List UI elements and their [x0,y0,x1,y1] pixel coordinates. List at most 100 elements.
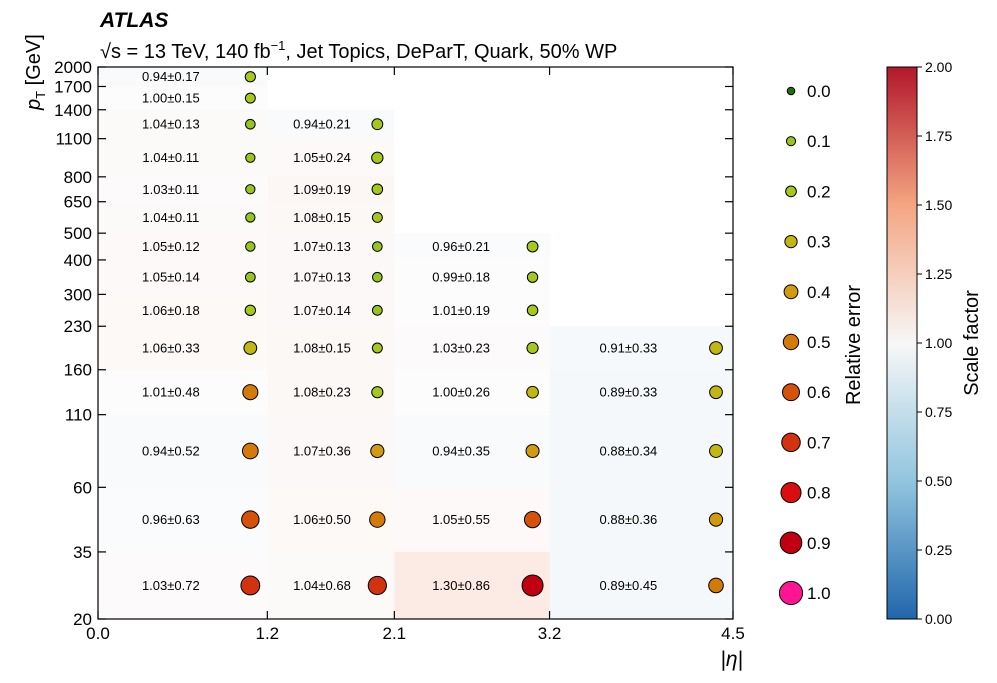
heatmap-cell: 0.94±0.21 [267,109,395,139]
size-legend-label: 0.6 [807,383,831,402]
y-tick-label: 2000 [54,58,92,77]
cell-fill [394,259,550,295]
heatmap-cell: 1.05±0.14 [98,259,268,295]
relative-error-marker [371,304,383,316]
y-axis-title-sub: T [33,91,48,99]
size-legend-entry: 0.1 [785,132,831,151]
y-tick-label: 400 [64,251,92,270]
relative-error-marker [371,183,384,196]
y-tick-label: 110 [65,406,92,425]
x-tick-label: 0.0 [86,624,110,643]
colorbar-tick-label: 1.75 [925,128,952,144]
heatmap-cell: 1.04±0.11 [98,201,268,234]
cell-fill [394,414,550,488]
relative-error-marker [245,184,256,195]
y-tick-label: 1100 [55,130,92,149]
cell-value-label: 1.04±0.13 [142,117,200,132]
cell-value-label: 1.07±0.14 [293,303,351,318]
colorbar-tick-label: 0.25 [925,542,952,558]
heatmap-cell: 1.01±0.19 [394,294,550,327]
relative-error-marker [244,304,257,317]
cell-value-label: 1.01±0.19 [432,303,490,318]
colorbar-tick-label: 0.50 [925,473,952,489]
heatmap-cell: 1.00±0.15 [98,86,268,110]
size-legend-marker [782,383,800,402]
heatmap-cell: 1.00±0.26 [394,369,550,415]
cell-value-label: 0.96±0.21 [432,239,490,254]
relative-error-marker [526,341,539,355]
heatmap-cell: 1.03±0.11 [98,176,268,202]
relative-error-marker [244,92,256,104]
size-legend-entry: 0.2 [785,182,831,201]
size-legend-marker [778,580,804,606]
heatmap-cell: 1.06±0.33 [98,326,268,370]
cell-value-label: 1.00±0.26 [432,385,490,400]
cell-value-label: 1.03±0.11 [142,182,199,197]
size-legend-marker [784,234,798,249]
x-tick-label: 3.2 [538,624,562,643]
size-legend-label: 0.7 [807,433,831,452]
relative-error-marker [370,443,385,459]
relative-error-marker [241,510,260,529]
size-legend-entry: 0.3 [784,233,831,252]
cell-value-label: 1.06±0.18 [142,303,200,318]
title-tail: , Jet Topics, DeParT, Quark, 50% WP [285,41,617,63]
cell-value-label: 1.03±0.72 [142,578,200,593]
heatmap-cell: 0.89±0.45 [549,551,733,619]
y-tick-label: 500 [64,224,92,243]
heatmap-cell: 1.06±0.50 [267,487,395,552]
cell-value-label: 0.88±0.34 [600,443,658,458]
relative-error-marker [245,241,256,252]
heatmap-cell: 1.30±0.86 [394,551,550,619]
y-tick-label: 60 [73,478,92,497]
heatmap-cell: 1.04±0.68 [267,551,395,619]
relative-error-marker [245,152,256,163]
size-legend-marker [785,185,797,198]
relative-error-marker [526,385,539,399]
cell-fill [549,326,733,370]
heatmap-cell: 1.01±0.48 [98,369,268,415]
size-legend: 0.0 0.1 0.2 0.3 0.4 0.5 0.6 0.7 0.8 0.9 1.0 [778,82,831,606]
cell-value-label: 1.05±0.12 [142,239,200,254]
relative-error-marker [709,444,723,458]
relative-error-marker [242,384,259,401]
relative-error-marker [371,118,384,131]
relative-error-marker [523,511,542,529]
y-tick-label: 300 [64,285,92,304]
size-legend-entry: 0.5 [782,333,831,352]
size-legend-label: 0.4 [807,283,831,302]
size-legend-label: 0.2 [807,182,831,201]
heatmap-cell: 0.94±0.52 [98,414,268,488]
heatmap-cell: 1.05±0.12 [98,233,268,260]
x-tick-label: 4.5 [721,624,745,643]
y-tick-label: 650 [64,193,92,212]
size-legend-title: Relative error [843,285,865,405]
size-legend-entry: 0.4 [783,283,831,302]
heatmap-cell: 0.89±0.33 [549,369,733,415]
size-legend-label: 0.9 [807,534,831,553]
heatmap-cell: 1.07±0.14 [267,294,395,327]
heatmap-cell: 1.09±0.19 [267,176,395,202]
relative-error-marker [245,212,256,223]
cell-fill [98,414,268,488]
cell-value-label: 1.08±0.23 [293,385,351,400]
heatmap-cell: 0.88±0.36 [549,487,733,552]
cell-fill [98,369,268,415]
cell-value-label: 1.04±0.68 [293,578,351,593]
relative-error-marker [521,574,544,597]
size-legend-marker [779,531,803,555]
colorbar-tick-label: 0.75 [925,404,952,420]
cell-fill [549,369,733,415]
heatmap-cell: 1.07±0.13 [267,233,395,260]
size-legend-marker [783,284,799,300]
relative-error-marker [372,241,383,252]
cell-fill [394,294,550,327]
chart-title: √s = 13 TeV, 140 fb−1, Jet Topics, DePar… [100,38,617,63]
cell-value-label: 1.04±0.11 [142,150,199,165]
relative-error-marker [243,341,258,355]
size-legend-label: 0.8 [807,484,831,503]
size-legend-label: 0.0 [807,82,831,101]
cell-fill [98,67,268,87]
relative-error-marker [241,442,259,460]
colorbar-tick-label: 1.25 [925,266,952,282]
